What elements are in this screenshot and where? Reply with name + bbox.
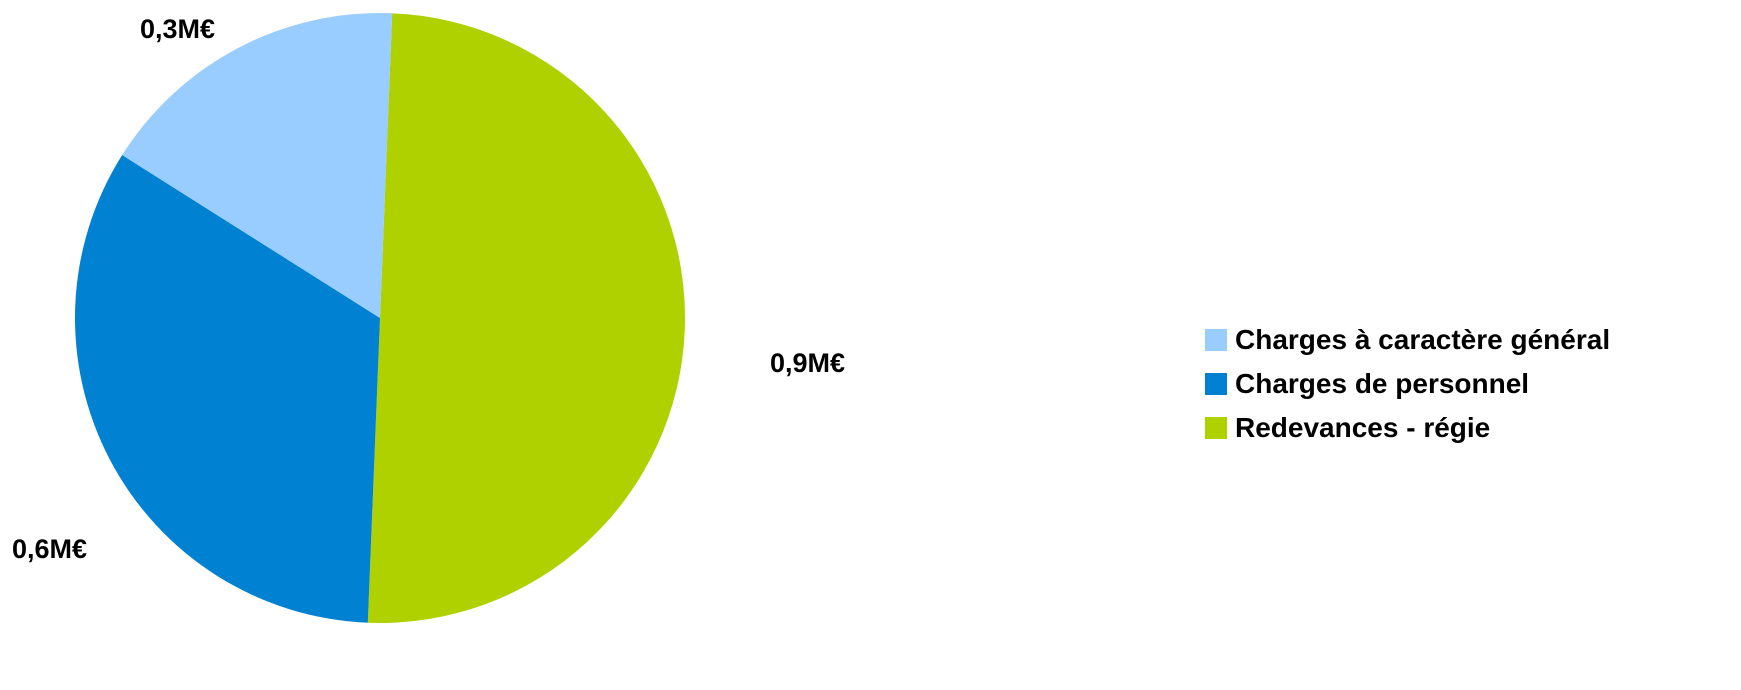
- legend-label: Charges à caractère général: [1235, 324, 1611, 355]
- pie-slices: [74, 13, 686, 624]
- chart-legend: Charges à caractère général Charges de p…: [1205, 318, 1610, 450]
- data-label-redevances-regie: 0,9M€: [770, 348, 845, 378]
- legend-label: Charges de personnel: [1235, 368, 1530, 399]
- legend-swatch: [1205, 417, 1227, 439]
- data-label-charges-a-caractere-general: 0,3M€: [140, 14, 215, 44]
- pie-slice-redevances-regie: [367, 13, 686, 624]
- data-label-charges-de-personnel: 0,6M€: [12, 534, 87, 564]
- pie-slice-charges-de-personnel: [74, 155, 380, 623]
- pie-slice-charges-a-caractere-general: [122, 13, 393, 319]
- legend-swatch: [1205, 373, 1227, 395]
- legend-item-redevances-regie: Redevances - régie: [1205, 406, 1610, 450]
- legend-item-charges-de-personnel: Charges de personnel: [1205, 362, 1610, 406]
- pie-data-labels: 0,9M€ 0,6M€ 0,3M€: [12, 14, 845, 564]
- legend-item-charges-a-caractere-general: Charges à caractère général: [1205, 318, 1610, 362]
- legend-swatch: [1205, 329, 1227, 351]
- legend-label: Redevances - régie: [1235, 412, 1491, 443]
